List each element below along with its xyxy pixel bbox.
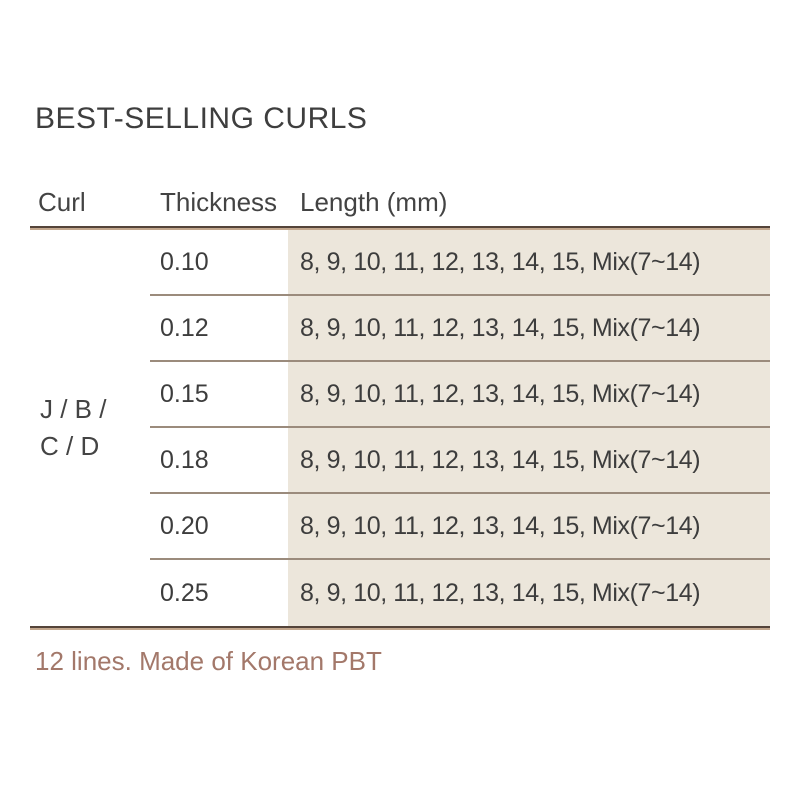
thickness-cell: 0.20 [150, 494, 288, 558]
table-row: 0.25 8, 9, 10, 11, 12, 13, 14, 15, Mix(7… [150, 560, 770, 626]
thickness-cell: 0.15 [150, 362, 288, 426]
lengths-cell: 8, 9, 10, 11, 12, 13, 14, 15, Mix(7~14) [288, 230, 770, 294]
page-title: BEST-SELLING CURLS [35, 102, 368, 135]
column-header-curl: Curl [38, 187, 86, 217]
curl-group-line-2: C / D [40, 431, 100, 461]
lengths-cell: 8, 9, 10, 11, 12, 13, 14, 15, Mix(7~14) [288, 428, 770, 492]
thickness-cell: 0.18 [150, 428, 288, 492]
table-body: J / B / C / D 0.10 8, 9, 10, 11, 12, 13,… [40, 230, 770, 626]
thickness-cell: 0.10 [150, 230, 288, 294]
table-header-row: Curl Thickness Length (mm) [30, 180, 770, 226]
table-row: 0.18 8, 9, 10, 11, 12, 13, 14, 15, Mix(7… [150, 428, 770, 494]
lengths-cell: 8, 9, 10, 11, 12, 13, 14, 15, Mix(7~14) [288, 560, 770, 626]
curls-spec-table: Curl Thickness Length (mm) J / B / C / D… [30, 180, 770, 630]
curl-group-line-1: J / B / [40, 394, 107, 424]
column-header-length: Length (mm) [300, 187, 448, 217]
curl-group-cell: J / B / C / D [30, 230, 150, 626]
table-row: 0.15 8, 9, 10, 11, 12, 13, 14, 15, Mix(7… [150, 362, 770, 428]
lengths-cell: 8, 9, 10, 11, 12, 13, 14, 15, Mix(7~14) [288, 362, 770, 426]
header-divider [30, 226, 770, 230]
table-row: 0.20 8, 9, 10, 11, 12, 13, 14, 15, Mix(7… [150, 494, 770, 560]
thickness-cell: 0.12 [150, 296, 288, 360]
lengths-cell: 8, 9, 10, 11, 12, 13, 14, 15, Mix(7~14) [288, 296, 770, 360]
table-row: 0.12 8, 9, 10, 11, 12, 13, 14, 15, Mix(7… [150, 296, 770, 362]
thickness-cell: 0.25 [150, 560, 288, 626]
footer-note: 12 lines. Made of Korean PBT [35, 646, 382, 676]
bottom-divider [30, 626, 770, 630]
column-header-thickness: Thickness [160, 187, 278, 217]
lengths-cell: 8, 9, 10, 11, 12, 13, 14, 15, Mix(7~14) [288, 494, 770, 558]
table-row: 0.10 8, 9, 10, 11, 12, 13, 14, 15, Mix(7… [150, 230, 770, 296]
